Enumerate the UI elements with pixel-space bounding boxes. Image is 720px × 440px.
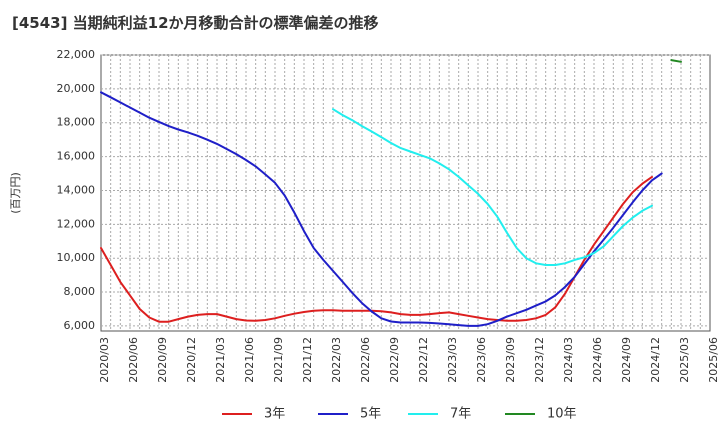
x-tick-label: 2023/06 [475,337,488,383]
y-tick-label: 18,000 [57,116,96,129]
legend-label: 3年 [264,407,285,422]
x-tick-label: 2022/09 [388,337,401,383]
x-tick-label: 2021/06 [243,337,256,383]
legend: 3年 5年 7年 10年 [222,407,577,422]
series-line [100,91,663,327]
y-tick-label: 14,000 [57,183,96,196]
x-tick-label: 2024/12 [649,337,662,383]
x-tick-label: 2023/09 [504,337,517,383]
x-axis-ticks: 2020/03 2020/06 2020/09 2020/12 2021/03 2021/… [98,337,720,383]
x-tick-label: 2023/03 [446,337,459,383]
y-axis-title: (百万円) [9,172,22,214]
x-tick-label: 2025/03 [678,337,691,383]
x-tick-label: 2022/12 [417,337,430,383]
x-tick-label: 2024/03 [562,337,575,383]
x-tick-label: 2021/09 [272,337,285,383]
series-line [332,108,653,266]
plot-area [100,54,711,332]
x-tick-label: 2021/03 [214,337,227,383]
y-tick-label: 22,000 [57,48,96,61]
series-lines [100,59,682,327]
y-tick-label: 16,000 [57,150,96,163]
x-tick-label: 2022/03 [330,337,343,383]
y-axis-ticks: 6,000 8,000 10,000 12,000 14,000 16,000 18,000… [57,48,96,332]
x-tick-label: 2025/06 [707,337,720,383]
x-tick-label: 2023/12 [533,337,546,383]
y-tick-label: 8,000 [64,285,96,298]
grid-lines [101,54,710,331]
legend-label: 7年 [450,407,471,422]
x-tick-label: 2020/06 [127,337,140,383]
x-tick-label: 2020/12 [185,337,198,383]
y-tick-label: 6,000 [64,319,96,332]
y-tick-label: 20,000 [57,82,96,95]
series-line [100,175,653,323]
y-tick-label: 10,000 [57,251,96,264]
x-tick-label: 2020/03 [98,337,111,383]
chart-title: [4543] 当期純利益12か月移動合計の標準偏差の推移 [12,14,379,32]
x-tick-label: 2024/06 [591,337,604,383]
x-tick-label: 2024/09 [620,337,633,383]
legend-label: 10年 [547,407,577,422]
x-tick-label: 2020/09 [156,337,169,383]
y-tick-label: 12,000 [57,217,96,230]
legend-label: 5年 [360,407,381,422]
series-line [670,59,682,63]
x-tick-label: 2022/06 [359,337,372,383]
x-tick-label: 2021/12 [301,337,314,383]
